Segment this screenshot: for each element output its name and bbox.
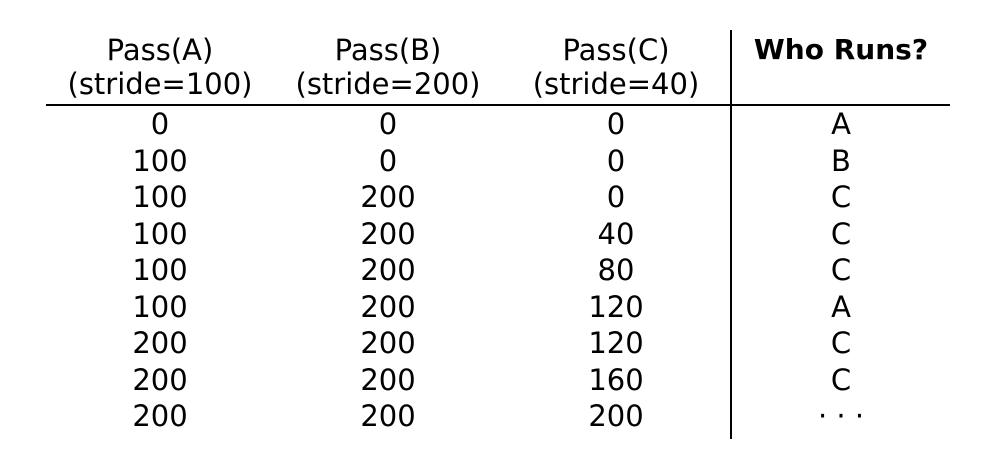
pass-a-cell: 100 (132, 143, 188, 178)
pass-b-cell: 200 (360, 362, 416, 397)
column-header-subtitle: (stride=40) (532, 67, 700, 101)
pass-c-cell: 200 (588, 399, 644, 433)
table-header: Pass(A) (stride=100) Pass(B) (stride=200… (46, 30, 950, 106)
table-row: 100 200 40 C (46, 215, 950, 252)
stride-scheduling-table: Pass(A) (stride=100) Pass(B) (stride=200… (46, 30, 950, 439)
column-header-subtitle: (stride=100) (67, 67, 253, 101)
pass-c-cell: 0 (606, 143, 626, 178)
column-header-pass-c: Pass(C) (stride=40) (502, 30, 730, 104)
table-row: 100 200 120 A (46, 288, 950, 325)
table-row: 0 0 0 A (46, 106, 950, 143)
table-row: 100 0 0 B (46, 142, 950, 179)
who-runs-cell: B (730, 142, 950, 179)
column-header-title: Pass(B) (334, 33, 442, 67)
table-row: 200 200 120 C (46, 325, 950, 362)
who-runs-cell: C (730, 179, 950, 216)
who-runs-cell: C (730, 252, 950, 289)
pass-a-cell: 100 (132, 180, 188, 214)
who-runs-cell: · · · (730, 398, 950, 439)
pass-c-cell: 40 (597, 216, 635, 251)
pass-b-cell: 200 (360, 399, 416, 433)
who-runs-cell: C (730, 215, 950, 252)
who-runs-cell: A (730, 288, 950, 325)
pass-c-cell: 120 (588, 326, 644, 360)
pass-b-cell: 0 (378, 143, 398, 178)
pass-c-cell: 0 (606, 107, 626, 141)
pass-b-cell: 200 (360, 289, 416, 324)
pass-a-cell: 200 (132, 362, 188, 397)
pass-a-cell: 200 (132, 326, 188, 360)
column-header-title: Pass(C) (562, 33, 670, 67)
who-runs-cell: A (730, 106, 950, 143)
table-row: 200 200 160 C (46, 361, 950, 398)
pass-a-cell: 0 (150, 107, 170, 141)
column-header-pass-a: Pass(A) (stride=100) (46, 30, 274, 104)
pass-b-cell: 0 (378, 107, 398, 141)
column-header-title: Pass(A) (106, 33, 214, 67)
pass-a-cell: 100 (132, 216, 188, 251)
pass-a-cell: 100 (132, 253, 188, 287)
pass-c-cell: 0 (606, 180, 626, 214)
table-row: 100 200 80 C (46, 252, 950, 289)
column-header-subtitle: (stride=200) (295, 67, 481, 101)
table-row: 100 200 0 C (46, 179, 950, 216)
pass-b-cell: 200 (360, 180, 416, 214)
pass-b-cell: 200 (360, 253, 416, 287)
pass-c-cell: 120 (588, 289, 644, 324)
pass-b-cell: 200 (360, 216, 416, 251)
column-header-title: Who Runs? (753, 33, 929, 66)
pass-c-cell: 160 (588, 362, 644, 397)
who-runs-cell: C (730, 325, 950, 362)
pass-c-cell: 80 (597, 253, 635, 287)
table-body: 0 0 0 A 100 0 0 B 100 200 0 C 100 200 40… (46, 106, 950, 439)
column-header-who-runs: Who Runs? (730, 30, 950, 104)
pass-b-cell: 200 (360, 326, 416, 360)
who-runs-cell: C (730, 361, 950, 398)
pass-a-cell: 200 (132, 399, 188, 433)
table-row: 200 200 200 · · · (46, 398, 950, 439)
pass-a-cell: 100 (132, 289, 188, 324)
column-header-pass-b: Pass(B) (stride=200) (274, 30, 502, 104)
